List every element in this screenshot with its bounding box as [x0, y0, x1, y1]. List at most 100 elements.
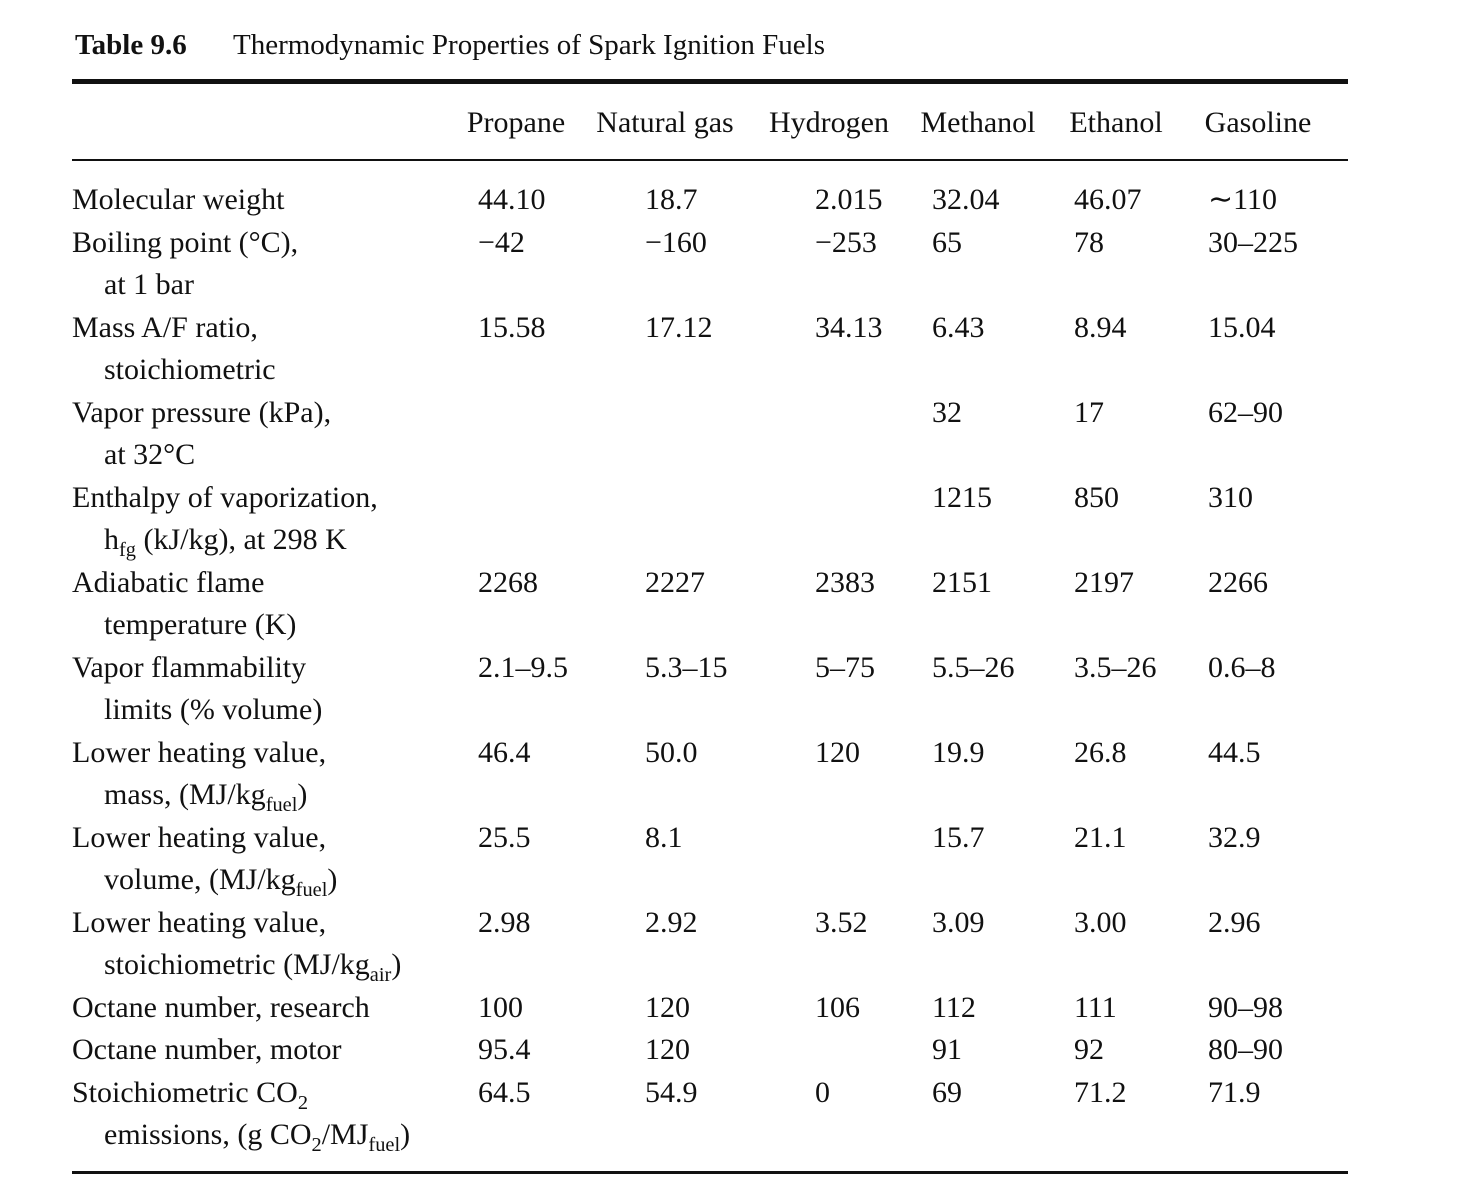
row-label: Vapor pressure (kPa),: [72, 396, 331, 430]
column-header: Natural gas: [596, 106, 734, 139]
cell: 100: [478, 990, 523, 1024]
subscript: fuel: [265, 794, 298, 817]
cell: 46.4: [478, 735, 531, 769]
cell: 17: [1074, 395, 1104, 429]
cell: 2151: [932, 565, 992, 599]
label-text: Adiabatic flame: [72, 565, 265, 599]
cell: −253: [815, 225, 877, 259]
subscript: air: [369, 964, 392, 987]
cell: 34.13: [815, 310, 883, 344]
row-label: stoichiometric: [104, 353, 276, 387]
row-label: Octane number, research: [72, 991, 370, 1025]
label-text: volume, (MJ/kg: [104, 863, 296, 896]
cell: 112: [932, 990, 976, 1024]
label-text: emissions, (g CO: [104, 1118, 312, 1151]
row-label: at 32°C: [104, 438, 195, 472]
cell: 2268: [478, 565, 538, 599]
label-text: at 32°C: [104, 438, 196, 471]
label-text: ): [297, 778, 308, 811]
row-label: mass, (MJ/kgfuel): [104, 778, 308, 817]
subscript: fuel: [295, 879, 328, 902]
cell: 6.43: [932, 310, 985, 344]
row-label: temperature (K): [104, 608, 296, 642]
cell: 2.1–9.5: [478, 650, 568, 684]
table-title: Thermodynamic Properties of Spark Igniti…: [233, 29, 825, 61]
cell: 65: [932, 225, 962, 259]
row-label: Molecular weight: [72, 183, 284, 217]
cell: 21.1: [1074, 820, 1127, 854]
row-label: hfg (kJ/kg), at 298 K: [104, 523, 347, 562]
subscript: fg: [119, 539, 136, 562]
label-text: Lower heating value,: [72, 905, 327, 939]
cell: 2197: [1074, 565, 1134, 599]
cell: −160: [645, 225, 707, 259]
cell: 25.5: [478, 820, 531, 854]
cell: 8.94: [1074, 310, 1127, 344]
label-text: Lower heating value,: [72, 735, 327, 769]
row-label: Enthalpy of vaporization,: [72, 481, 378, 515]
cell: 30–225: [1208, 225, 1298, 259]
cell: 32.9: [1208, 820, 1261, 854]
cell: 0.6–8: [1208, 650, 1276, 684]
cell: ∼110: [1208, 183, 1278, 216]
top-rule: [72, 79, 1348, 84]
cell: 91: [932, 1033, 962, 1066]
cell: 2383: [815, 565, 875, 599]
cell: 5.3–15: [645, 650, 728, 684]
row-label: Stoichiometric CO2: [72, 1075, 309, 1114]
cell: 2.92: [645, 905, 698, 939]
cell: 2227: [645, 565, 705, 599]
cell: 17.12: [645, 310, 713, 344]
cell: 1215: [932, 480, 992, 514]
label-text: ): [391, 948, 402, 981]
label-text: Lower heating value,: [72, 820, 327, 854]
label-text: Molecular weight: [72, 183, 285, 216]
cell: 15.04: [1208, 310, 1276, 344]
cell: 95.4: [478, 1033, 531, 1066]
label-text: Stoichiometric CO: [72, 1075, 298, 1109]
cell: 92: [1074, 1033, 1104, 1066]
cell: 32.04: [932, 183, 1000, 216]
cell: 2266: [1208, 565, 1268, 599]
row-label: at 1 bar: [104, 268, 194, 302]
cell: −42: [478, 225, 525, 259]
cell: 64.5: [478, 1075, 531, 1109]
cell: 0: [815, 1075, 830, 1109]
cell: 54.9: [645, 1075, 698, 1109]
cell: 15.7: [932, 820, 985, 854]
cell: 120: [645, 1033, 690, 1066]
cell: 3.5–26: [1074, 650, 1157, 684]
row-label: Boiling point (°C),: [72, 226, 298, 260]
cell: 2.96: [1208, 905, 1261, 939]
row-label: Lower heating value,: [72, 736, 326, 770]
cell: 62–90: [1208, 395, 1283, 429]
label-text: at 1 bar: [104, 268, 194, 301]
label-text: Boiling point (°C),: [72, 225, 299, 259]
subscript: 2: [297, 1091, 309, 1114]
cell: 78: [1074, 225, 1104, 259]
row-label: Mass A/F ratio,: [72, 311, 258, 345]
column-header: Hydrogen: [769, 106, 889, 139]
row-label: Lower heating value,: [72, 821, 326, 855]
cell: 15.58: [478, 310, 546, 344]
cell: 26.8: [1074, 735, 1127, 769]
cell: 3.52: [815, 905, 868, 939]
cell: 111: [1074, 990, 1117, 1024]
cell: 32: [932, 395, 962, 429]
cell: 106: [815, 990, 860, 1024]
row-label: Vapor flammability: [72, 651, 306, 685]
subscript: fuel: [368, 1134, 401, 1157]
cell: 3.00: [1074, 905, 1127, 939]
cell: 2.98: [478, 905, 531, 939]
label-text: stoichiometric (MJ/kg: [104, 948, 370, 981]
label-text: Vapor pressure (kPa),: [72, 395, 332, 429]
cell: 44.5: [1208, 735, 1261, 769]
cell: 71.2: [1074, 1075, 1127, 1109]
cell: 3.09: [932, 905, 985, 939]
row-label: emissions, (g CO2/MJfuel): [104, 1118, 410, 1157]
cell: 5–75: [815, 650, 875, 684]
label-text: /MJ: [321, 1118, 369, 1151]
header-rule: [72, 159, 1348, 161]
cell: 120: [815, 735, 860, 769]
